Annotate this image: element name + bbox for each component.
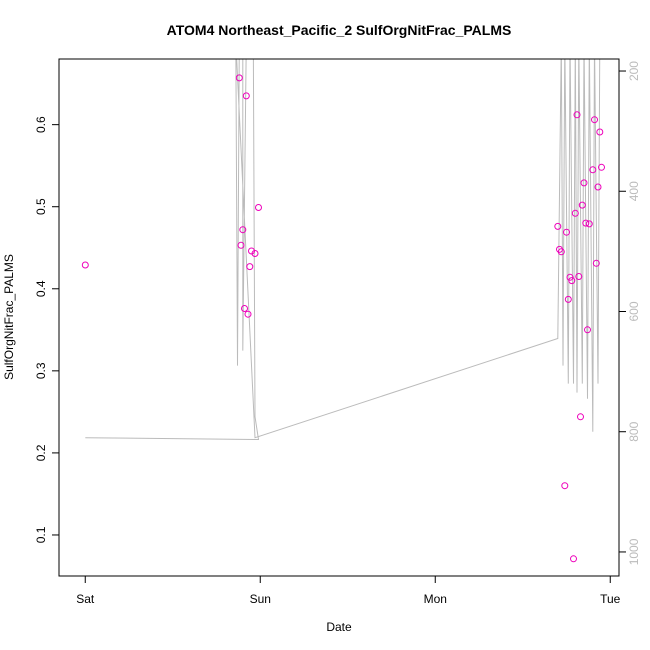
data-point xyxy=(242,92,250,100)
data-point xyxy=(580,179,588,187)
points-layer xyxy=(81,74,605,563)
data-point xyxy=(592,259,600,267)
altitude-line xyxy=(85,59,601,441)
y-tick-label: 0.2 xyxy=(34,444,48,461)
data-point xyxy=(577,413,584,421)
data-point xyxy=(570,555,577,563)
altitude-line-layer xyxy=(85,59,601,441)
data-point xyxy=(589,166,597,174)
x-tick-label: Tue xyxy=(600,592,621,606)
y-tick-label: 0.6 xyxy=(34,116,48,133)
data-point xyxy=(241,305,248,312)
data-point xyxy=(244,310,252,318)
data-point xyxy=(81,261,89,269)
data-point xyxy=(557,248,565,256)
y-tick-label: 0.3 xyxy=(34,362,48,379)
y-tick-label: 0.1 xyxy=(34,526,48,543)
data-point xyxy=(239,226,247,234)
data-point xyxy=(578,201,586,209)
data-point xyxy=(251,250,259,257)
x-axis-label: Date xyxy=(326,620,352,634)
y2-tick-label: 400 xyxy=(627,181,641,201)
x-axis: Sat Sun Mon Tue xyxy=(76,575,621,606)
data-point xyxy=(598,163,605,171)
data-point xyxy=(561,482,569,490)
data-point xyxy=(246,263,254,271)
y2-tick-label: 600 xyxy=(627,301,641,321)
data-point xyxy=(563,228,570,236)
data-point xyxy=(235,74,243,82)
plot-frame xyxy=(58,58,620,577)
y2-tick-label: 200 xyxy=(627,61,641,81)
data-point xyxy=(596,128,604,136)
data-point xyxy=(575,273,583,280)
data-point xyxy=(594,183,602,191)
y2-tick-label: 800 xyxy=(627,421,641,441)
data-point xyxy=(237,241,245,249)
x-tick-label: Mon xyxy=(424,592,447,606)
data-point xyxy=(566,273,574,281)
y-axis: 0.1 0.2 0.3 0.4 0.5 0.6 xyxy=(34,116,60,543)
y2-axis: 200 400 600 800 1000 xyxy=(618,61,641,565)
data-point xyxy=(584,326,591,334)
data-point xyxy=(255,204,262,211)
data-point xyxy=(568,277,576,285)
y-axis-label: SulfOrgNitFrac_PALMS xyxy=(2,254,16,380)
y-tick-label: 0.5 xyxy=(34,198,48,215)
data-point xyxy=(571,209,579,217)
data-point xyxy=(585,220,593,228)
y-tick-label: 0.4 xyxy=(34,280,48,297)
data-point xyxy=(564,295,572,303)
chart-title: ATOM4 Northeast_Pacific_2 SulfOrgNitFrac… xyxy=(167,22,512,38)
data-point xyxy=(591,116,598,124)
data-point xyxy=(573,111,581,119)
x-tick-label: Sun xyxy=(250,592,271,606)
data-point xyxy=(582,219,590,227)
x-tick-label: Sat xyxy=(76,592,95,606)
data-point xyxy=(554,222,562,230)
y2-tick-label: 1000 xyxy=(627,538,641,565)
